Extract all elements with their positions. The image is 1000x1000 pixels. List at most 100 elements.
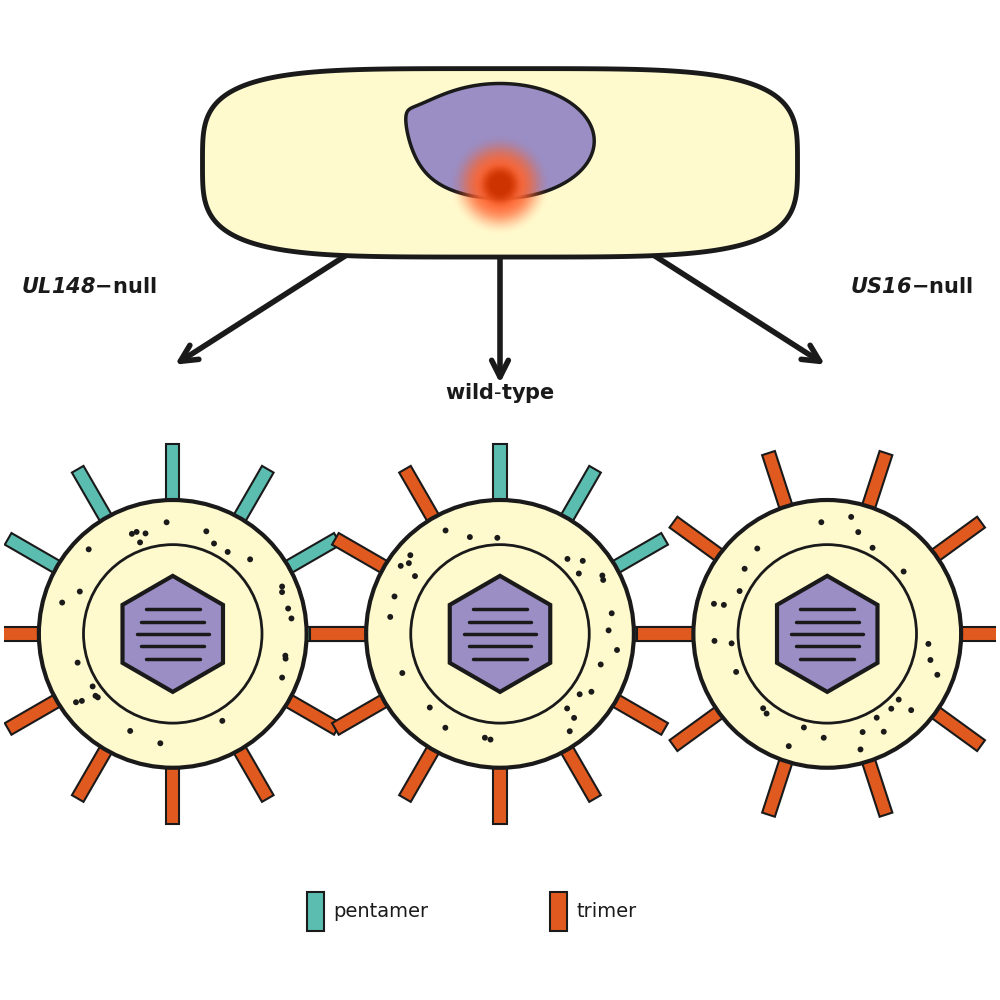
Circle shape [888, 706, 894, 712]
Circle shape [908, 707, 914, 713]
Polygon shape [203, 69, 798, 257]
Circle shape [737, 588, 743, 594]
Circle shape [366, 500, 634, 768]
Circle shape [75, 660, 81, 666]
Polygon shape [637, 627, 699, 641]
Circle shape [489, 174, 511, 196]
Circle shape [492, 177, 508, 193]
Polygon shape [406, 83, 594, 199]
Circle shape [821, 735, 827, 741]
Polygon shape [493, 762, 507, 824]
Circle shape [478, 162, 522, 207]
Polygon shape [861, 451, 892, 514]
Circle shape [486, 171, 514, 198]
Circle shape [934, 672, 940, 678]
Circle shape [474, 159, 526, 210]
Circle shape [412, 573, 418, 579]
Circle shape [487, 172, 513, 197]
Circle shape [247, 556, 253, 562]
Polygon shape [450, 576, 550, 692]
Polygon shape [166, 762, 179, 824]
Circle shape [387, 614, 393, 620]
Circle shape [498, 182, 502, 187]
Circle shape [488, 737, 493, 743]
Circle shape [399, 670, 405, 676]
Text: pentamer: pentamer [333, 902, 429, 921]
Circle shape [495, 179, 505, 190]
Polygon shape [231, 742, 274, 802]
Circle shape [443, 528, 449, 533]
Circle shape [491, 176, 509, 193]
Circle shape [79, 698, 85, 704]
Circle shape [472, 157, 528, 212]
Circle shape [483, 167, 517, 202]
Circle shape [482, 735, 488, 741]
Circle shape [484, 169, 516, 201]
Circle shape [442, 725, 448, 731]
Circle shape [467, 152, 533, 217]
Circle shape [398, 563, 404, 569]
Circle shape [471, 155, 529, 214]
Polygon shape [558, 466, 601, 526]
Circle shape [129, 531, 135, 537]
Polygon shape [399, 466, 442, 526]
Polygon shape [629, 627, 690, 641]
Polygon shape [5, 692, 65, 735]
Circle shape [279, 584, 285, 589]
Circle shape [855, 529, 861, 535]
Circle shape [285, 606, 291, 611]
Polygon shape [0, 627, 44, 641]
Circle shape [211, 541, 217, 546]
Circle shape [497, 181, 503, 188]
Circle shape [427, 705, 433, 710]
Circle shape [467, 534, 473, 540]
Polygon shape [558, 742, 601, 802]
Circle shape [764, 711, 770, 716]
Circle shape [491, 176, 509, 193]
Circle shape [786, 743, 792, 749]
Circle shape [738, 545, 916, 723]
Circle shape [279, 589, 285, 595]
Circle shape [493, 178, 507, 192]
Circle shape [225, 549, 231, 555]
Polygon shape [231, 466, 274, 526]
Circle shape [493, 178, 507, 192]
Circle shape [406, 560, 412, 566]
Circle shape [571, 715, 577, 721]
Circle shape [870, 545, 876, 551]
Circle shape [881, 729, 887, 735]
Circle shape [487, 171, 513, 198]
Circle shape [460, 145, 540, 224]
Circle shape [90, 683, 96, 689]
Circle shape [494, 535, 500, 541]
Circle shape [564, 705, 570, 711]
Circle shape [86, 546, 92, 552]
Polygon shape [762, 754, 794, 817]
Circle shape [848, 514, 854, 520]
Circle shape [157, 740, 163, 746]
Circle shape [411, 545, 589, 723]
Circle shape [476, 161, 524, 209]
Circle shape [485, 169, 515, 200]
Circle shape [693, 500, 961, 768]
Circle shape [462, 147, 538, 222]
Circle shape [858, 746, 863, 752]
Polygon shape [310, 627, 371, 641]
Bar [307, 892, 324, 931]
Polygon shape [670, 704, 727, 751]
Circle shape [219, 718, 225, 724]
Circle shape [874, 715, 880, 721]
Circle shape [496, 181, 504, 189]
Circle shape [466, 150, 534, 219]
Circle shape [600, 577, 606, 583]
Text: $\bfit{US16}$$\mathbf{-null}$: $\bfit{US16}$$\mathbf{-null}$ [850, 277, 973, 297]
Circle shape [901, 569, 907, 574]
Circle shape [577, 691, 583, 697]
Circle shape [483, 167, 517, 202]
Circle shape [818, 519, 824, 525]
Circle shape [742, 566, 748, 572]
Circle shape [729, 640, 735, 646]
Polygon shape [301, 627, 363, 641]
Polygon shape [762, 451, 794, 514]
Circle shape [495, 180, 505, 189]
